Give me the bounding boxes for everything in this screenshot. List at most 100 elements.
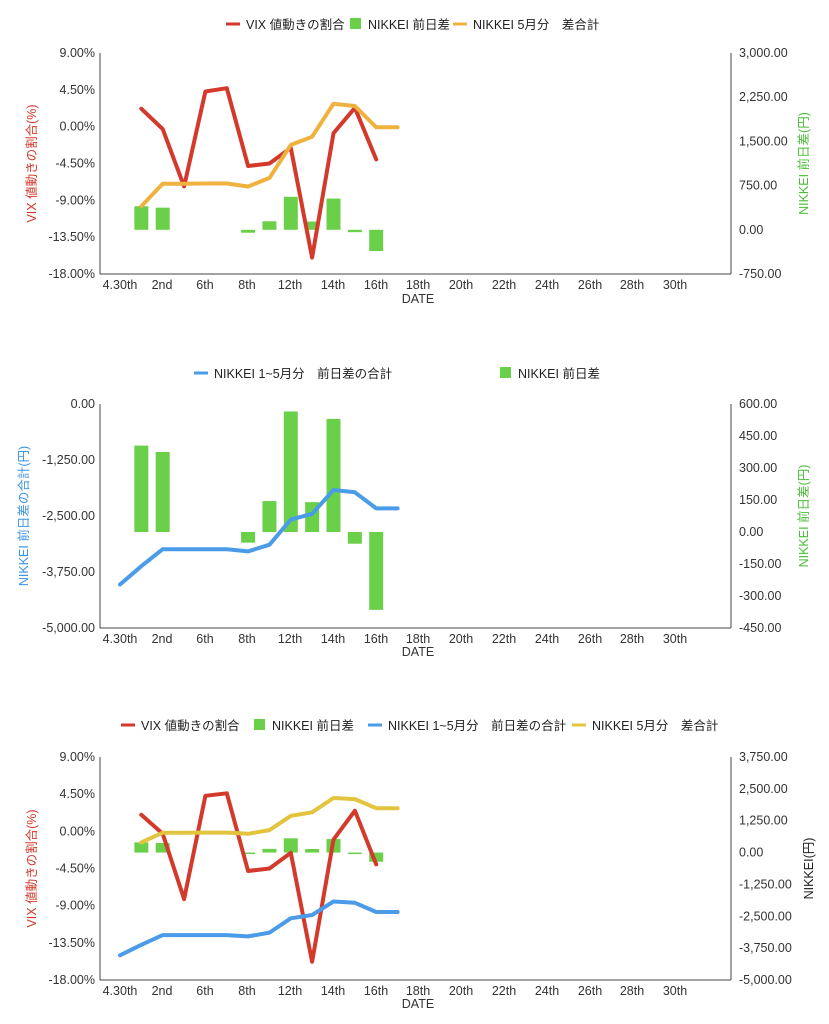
- chart3-bar: [155, 843, 170, 853]
- chart2-y-right-title: NIKKEI 前日差(円): [796, 465, 811, 568]
- chart1-legend-label: NIKKEI 前日差: [368, 17, 450, 32]
- chart3-x-tick: 28th: [620, 984, 644, 998]
- chart2-y-left-tick: -3,750.00: [42, 565, 95, 579]
- chart2-legend-label: NIKKEI 1~5月分 前日差の合計: [214, 366, 392, 381]
- chart3-y-right-title: NIKKEI(円): [802, 838, 816, 900]
- chart2-y-left-tick: -1,250.00: [42, 453, 95, 467]
- chart3-y-left-tick: 4.50%: [60, 787, 95, 801]
- chart3-series-line: [139, 796, 400, 845]
- chart3-y-left-tick: 9.00%: [60, 750, 95, 764]
- chart1-x-tick: 16th: [364, 278, 388, 292]
- chart1-x-tick: 4.30th: [103, 278, 138, 292]
- chart2-y-left-tick: -5,000.00: [42, 621, 95, 635]
- chart3-bar: [241, 852, 256, 855]
- chart2-y-right-tick: -300.00: [739, 589, 781, 603]
- chart2-x-tick: 26th: [578, 632, 602, 646]
- chart3-x-tick: 8th: [238, 984, 255, 998]
- chart2-x-axis-title: DATE: [402, 645, 434, 659]
- chart1-y-right-tick: 2,250.00: [739, 90, 788, 104]
- chart3-x-tick: 16th: [364, 984, 388, 998]
- chart1-y-right-tick: 1,500.00: [739, 134, 788, 148]
- chart3-x-tick: 12th: [278, 984, 302, 998]
- chart2-x-tick: 12th: [278, 632, 302, 646]
- chart3-x-tick: 6th: [196, 984, 213, 998]
- chart3-x-tick: 2nd: [152, 984, 173, 998]
- chart2-bar: [283, 411, 298, 532]
- chart1-x-tick: 8th: [238, 278, 255, 292]
- chart2-bar: [241, 532, 256, 543]
- chart1-x-tick: 28th: [620, 278, 644, 292]
- chart3-bar: [305, 849, 320, 853]
- chart2-legend-label: NIKKEI 前日差: [518, 366, 600, 381]
- chart2-x-tick: 16th: [364, 632, 388, 646]
- chart3-legend-label: VIX 値動きの割合: [141, 718, 240, 733]
- chart1-x-tick: 2nd: [152, 278, 173, 292]
- chart1-y-left-tick: -9.00%: [55, 193, 95, 207]
- chart3-x-axis-title: DATE: [402, 997, 434, 1011]
- chart2-bar: [347, 532, 362, 544]
- chart3-y-left-tick: -9.00%: [55, 899, 95, 913]
- chart2-x-tick: 24th: [535, 632, 559, 646]
- chart1-legend-label: NIKKEI 5月分 差合計: [473, 17, 599, 32]
- chart3-series-line: [139, 791, 379, 964]
- chart2-y-right-tick: -450.00: [739, 621, 781, 635]
- chart3-y-right-tick: -1,250.00: [739, 877, 792, 891]
- chart1-x-tick: 20th: [449, 278, 473, 292]
- chart3-y-right-tick: -5,000.00: [739, 973, 792, 987]
- chart1-x-axis-title: DATE: [402, 292, 434, 306]
- chart1-y-left-tick: -13.50%: [48, 230, 95, 244]
- chart3-x-tick: 30th: [663, 984, 687, 998]
- chart2-x-tick: 6th: [196, 632, 213, 646]
- chart1-y-left-title: VIX 値動きの割合(%): [24, 104, 39, 222]
- chart3-y-left-title: VIX 値動きの割合(%): [24, 809, 39, 927]
- chart3-x-tick: 26th: [578, 984, 602, 998]
- chart2-y-left-tick: -2,500.00: [42, 509, 95, 523]
- chart2-x-tick: 14th: [321, 632, 345, 646]
- chart1-x-tick: 12th: [278, 278, 302, 292]
- chart3-y-left-tick: -4.50%: [55, 862, 95, 876]
- chart2-bar: [155, 452, 170, 532]
- chart2-x-tick: 8th: [238, 632, 255, 646]
- chart1-y-left-tick: 9.00%: [60, 46, 95, 60]
- chart1-x-tick: 26th: [578, 278, 602, 292]
- chart2-bar: [326, 418, 341, 532]
- chart1-series-line: [139, 101, 400, 209]
- chart3-y-left-tick: -13.50%: [48, 936, 95, 950]
- chart3-y-right-tick: -3,750.00: [739, 941, 792, 955]
- chart1-legend-label: VIX 値動きの割合: [246, 17, 345, 32]
- chart1-y-right-tick: 750.00: [739, 179, 777, 193]
- chart3-x-tick: 14th: [321, 984, 345, 998]
- chart1-y-left-tick: -18.00%: [48, 267, 95, 281]
- chart1-y-left-tick: 4.50%: [60, 83, 95, 97]
- chart3-y-right-tick: -2,500.00: [739, 909, 792, 923]
- chart3-y-left-tick: 0.00%: [60, 824, 95, 838]
- chart1-y-right-tick: 0.00: [739, 223, 763, 237]
- chart1-x-tick: 24th: [535, 278, 559, 292]
- chart1-x-tick: 22th: [492, 278, 516, 292]
- chart3-x-tick: 4.30th: [103, 984, 138, 998]
- chart3-y-right-tick: 2,500.00: [739, 782, 788, 796]
- chart2-bar: [134, 445, 149, 532]
- chart3-bar: [347, 852, 362, 855]
- chart1-bar: [369, 229, 384, 252]
- chart2-x-tick: 4.30th: [103, 632, 138, 646]
- chart1-bar: [262, 221, 277, 230]
- chart2-x-tick: 30th: [663, 632, 687, 646]
- chart2-series-line: [118, 488, 400, 587]
- chart2-y-right-tick: -150.00: [739, 557, 781, 571]
- chart3-x-tick: 24th: [535, 984, 559, 998]
- chart2-x-tick: 28th: [620, 632, 644, 646]
- chart3-bar: [262, 848, 277, 853]
- chart3-y-left-tick: -18.00%: [48, 973, 95, 987]
- chart1-y-right-title: NIKKEI 前日差(円): [796, 112, 811, 215]
- chart3-y-right-tick: 3,750.00: [739, 750, 788, 764]
- chart3-y-right-tick: 0.00: [739, 846, 763, 860]
- chart2-y-left-tick: 0.00: [71, 397, 95, 411]
- chart2-x-tick: 20th: [449, 632, 473, 646]
- chart1-bar: [155, 207, 170, 230]
- chart1-bar: [283, 196, 298, 230]
- chart1-bar: [347, 229, 362, 233]
- chart1-bar: [241, 229, 256, 233]
- chart1-bar: [326, 198, 341, 230]
